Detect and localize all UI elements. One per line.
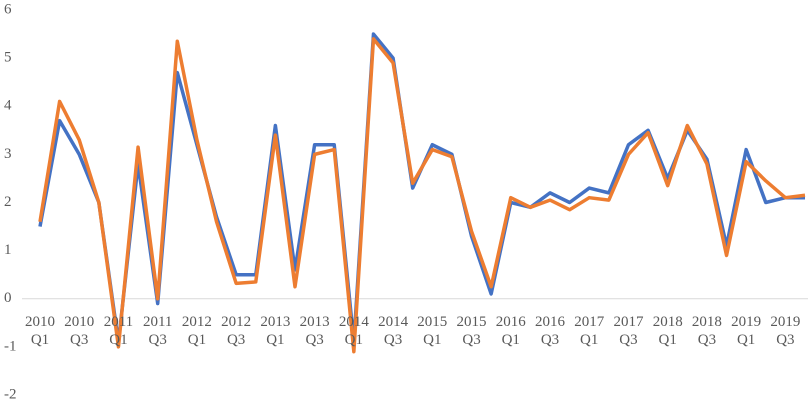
series-line bbox=[38, 32, 805, 344]
x-tick-label: 2018 Q3 bbox=[691, 313, 722, 348]
x-tick-label: 2016 Q1 bbox=[495, 313, 526, 348]
series-line bbox=[38, 37, 806, 354]
x-tick-label: 2019 Q1 bbox=[731, 313, 762, 348]
y-tick-label: 1 bbox=[4, 242, 12, 258]
x-tick-label: 2012 Q3 bbox=[221, 313, 252, 348]
x-tick-label: 2018 Q1 bbox=[652, 313, 683, 348]
x-tick-label: 2016 Q3 bbox=[535, 313, 565, 348]
y-tick-label: 5 bbox=[4, 50, 12, 66]
x-tick-label: 2017 Q3 bbox=[613, 313, 644, 348]
x-tick-label: 2015 Q3 bbox=[456, 313, 487, 348]
y-tick-label: -1 bbox=[4, 338, 17, 354]
x-tick-label: 2015 Q1 bbox=[417, 313, 448, 348]
x-tick-label: 2012 Q1 bbox=[181, 313, 212, 348]
y-tick-label: 2 bbox=[4, 194, 12, 210]
x-tick-label: 2014 Q3 bbox=[378, 313, 409, 348]
x-tick-label: 2011 Q1 bbox=[103, 313, 134, 348]
x-tick-label: 2017 Q1 bbox=[574, 313, 605, 348]
x-tick-label: 2010 Q3 bbox=[64, 313, 95, 348]
x-tick-label: 2014 Q1 bbox=[338, 313, 369, 348]
x-tick-label: 2011 Q3 bbox=[142, 313, 173, 348]
y-tick-label: 4 bbox=[4, 98, 12, 114]
x-tick-label: 2013 Q1 bbox=[260, 313, 291, 348]
x-tick-label: 2019 Q3 bbox=[770, 313, 801, 348]
y-tick-label: 0 bbox=[4, 290, 12, 306]
y-tick-label: -2 bbox=[4, 386, 17, 402]
y-tick-label: 6 bbox=[4, 1, 12, 17]
x-tick-label: 2010 Q1 bbox=[25, 313, 55, 348]
x-tick-label: 2013 Q3 bbox=[299, 313, 330, 348]
y-tick-label: 3 bbox=[4, 146, 12, 162]
